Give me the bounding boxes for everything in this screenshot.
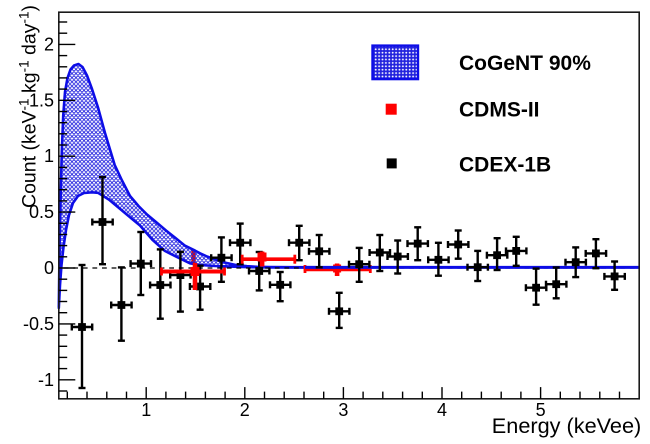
svg-text:CoGeNT 90%: CoGeNT 90% bbox=[459, 52, 591, 75]
svg-text:0.5: 0.5 bbox=[29, 202, 54, 222]
svg-text:-1: -1 bbox=[38, 370, 54, 390]
svg-text:-0.5: -0.5 bbox=[23, 314, 54, 334]
svg-text:CDMS-II: CDMS-II bbox=[459, 99, 540, 122]
svg-text:2: 2 bbox=[240, 400, 250, 420]
svg-text:3: 3 bbox=[338, 400, 348, 420]
svg-text:2: 2 bbox=[44, 34, 54, 54]
svg-text:1: 1 bbox=[141, 400, 151, 420]
svg-text:5: 5 bbox=[536, 400, 546, 420]
svg-text:1: 1 bbox=[44, 146, 54, 166]
svg-text:CDEX-1B: CDEX-1B bbox=[459, 154, 551, 177]
svg-text:4: 4 bbox=[437, 400, 447, 420]
svg-text:1.5: 1.5 bbox=[29, 90, 54, 110]
svg-text:0: 0 bbox=[44, 258, 54, 278]
svg-text:Energy (keVee): Energy (keVee) bbox=[492, 413, 641, 438]
